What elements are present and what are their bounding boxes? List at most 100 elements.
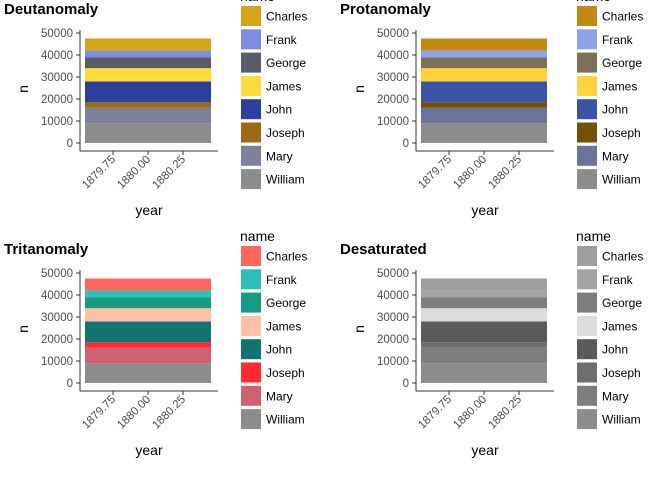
chart-panel-tritanomaly: Tritanomaly 0 10000 20000 30000 40000 50000 187… [4, 228, 307, 458]
bar-segment-william [85, 123, 211, 143]
legend-key-frank [241, 269, 261, 290]
legend-key-charles [577, 6, 597, 26]
legend-key-joseph [241, 362, 261, 383]
legend-label: Mary [602, 389, 629, 403]
bar-segment-james [421, 308, 547, 322]
y-axis-title: n [351, 85, 367, 93]
y-tick-label: 10000 [41, 116, 73, 128]
y-tick-label: 40000 [377, 290, 409, 302]
legend-key-william [241, 169, 261, 190]
bar-segment-charles [85, 38, 211, 51]
x-tick-label: 1880.25 [486, 154, 524, 192]
chart-title: Deutanomaly [4, 1, 99, 18]
legend-key-mary [577, 145, 597, 166]
y-axis-title: n [15, 325, 31, 333]
legend-label: George [602, 296, 642, 310]
bar-segment-mary [421, 347, 547, 364]
legend-label: John [266, 103, 292, 117]
bar-segment-james [85, 308, 211, 322]
bar-segment-william [421, 363, 547, 383]
x-axis-title: year [135, 442, 163, 458]
y-tick-label: 40000 [41, 290, 73, 302]
legend-key-james [241, 75, 261, 96]
chart-title: Desaturated [340, 241, 427, 258]
y-tick-label: 30000 [377, 312, 409, 324]
legend-key-frank [577, 29, 597, 50]
legend-label: George [602, 56, 642, 70]
x-tick-label: 1880.00 [115, 394, 153, 432]
x-axis-title: year [135, 202, 163, 218]
legend-key-james [577, 75, 597, 96]
legend-title: name [576, 0, 611, 4]
legend-label: Charles [266, 250, 307, 264]
legend-label: William [602, 413, 641, 427]
y-tick-label: 40000 [41, 50, 73, 62]
x-tick-label: 1880.00 [451, 154, 489, 192]
legend-label: Joseph [266, 366, 305, 380]
y-axis-title: n [15, 85, 31, 93]
legend-label: James [266, 319, 301, 333]
legend-key-george [241, 292, 261, 313]
legend-label: George [266, 56, 306, 70]
y-tick-label: 50000 [41, 268, 73, 280]
x-axis-title: year [471, 202, 499, 218]
y-tick-label: 20000 [41, 334, 73, 346]
legend-key-charles [241, 246, 261, 266]
x-tick-label: 1880.25 [486, 394, 524, 432]
legend-label: Charles [602, 10, 643, 24]
y-tick-label: 0 [67, 138, 73, 150]
legend-label: William [602, 173, 641, 187]
legend-title: name [240, 228, 275, 244]
bar-segment-joseph [421, 342, 547, 348]
legend-key-frank [577, 269, 597, 290]
legend-label: John [266, 343, 292, 357]
legend-label: Frank [266, 33, 298, 47]
y-tick-label: 50000 [377, 268, 409, 280]
bar-segment-mary [85, 107, 211, 124]
y-tick-label: 20000 [377, 334, 409, 346]
legend-key-joseph [241, 122, 261, 143]
chart-panel-desaturated: Desaturated 0 10000 20000 30000 40000 50000 187… [340, 228, 643, 458]
legend-key-george [577, 292, 597, 313]
legend-label: George [266, 296, 306, 310]
legend-label: William [266, 173, 305, 187]
legend-key-john [577, 339, 597, 360]
y-tick-label: 50000 [377, 28, 409, 40]
legend-key-joseph [577, 122, 597, 143]
x-tick-label: 1880.00 [115, 154, 153, 192]
legend-title: name [240, 0, 275, 4]
y-tick-label: 0 [403, 138, 409, 150]
legend-label: Frank [602, 273, 634, 287]
y-tick-label: 20000 [377, 94, 409, 106]
legend-key-william [241, 409, 261, 430]
x-tick-label: 1880.25 [150, 394, 188, 432]
legend-label: Joseph [602, 366, 641, 380]
y-tick-label: 0 [403, 378, 409, 390]
legend-label: Frank [602, 33, 634, 47]
bar-segment-william [85, 363, 211, 383]
bar-segment-joseph [85, 102, 211, 108]
chart-title: Protanomaly [340, 1, 432, 18]
legend-label: John [602, 343, 628, 357]
x-tick-label: 1880.00 [451, 394, 489, 432]
legend-label: William [266, 413, 305, 427]
bar-segment-frank [421, 290, 547, 298]
y-tick-label: 40000 [377, 50, 409, 62]
bar-segment-james [85, 68, 211, 82]
legend-key-william [577, 169, 597, 190]
bar-segment-frank [85, 50, 211, 58]
bar-segment-george [421, 57, 547, 69]
bar-segment-frank [85, 290, 211, 298]
y-axis-title: n [351, 325, 367, 333]
x-tick-label: 1879.75 [416, 394, 454, 432]
legend-key-charles [577, 246, 597, 266]
y-tick-label: 10000 [41, 356, 73, 368]
legend-label: James [266, 79, 301, 93]
legend-key-mary [241, 145, 261, 166]
bar-segment-george [85, 297, 211, 309]
legend-key-john [577, 99, 597, 120]
bar-segment-joseph [421, 102, 547, 108]
bar-segment-george [85, 57, 211, 69]
